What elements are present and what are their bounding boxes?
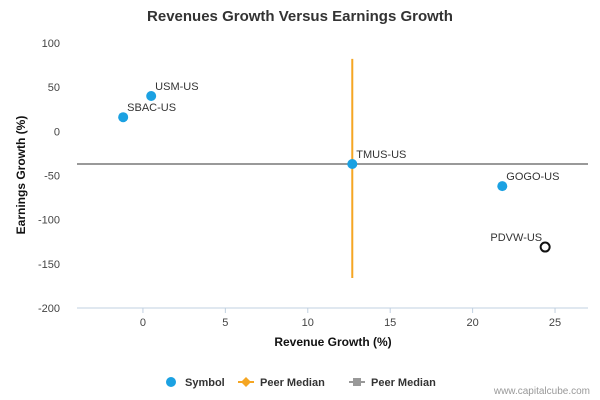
legend-label: Peer Median xyxy=(371,377,436,389)
legend-label: Symbol xyxy=(185,377,225,389)
x-tick-label: 15 xyxy=(384,317,396,329)
y-axis-label: Earnings Growth (%) xyxy=(14,116,28,235)
data-point-label: TMUS-US xyxy=(356,149,406,161)
data-point-label: GOGO-US xyxy=(506,171,559,183)
x-tick-label: 25 xyxy=(549,317,561,329)
legend-label: Peer Median xyxy=(260,377,325,389)
y-tick-label: -50 xyxy=(44,171,60,183)
y-tick-label: 100 xyxy=(42,38,60,50)
data-point xyxy=(146,91,157,101)
legend-marker-symbol xyxy=(166,377,176,387)
axes: 0 5 10 15 20 25 100 50 0 -50 -100 -150 -200 xyxy=(38,38,588,329)
x-tick-label: 5 xyxy=(222,317,228,329)
y-tick-label: -150 xyxy=(38,259,60,271)
data-point xyxy=(347,159,358,170)
x-tick-label: 20 xyxy=(466,317,478,329)
y-tick-label: -200 xyxy=(38,303,60,315)
data-point xyxy=(539,241,551,253)
data-point-label: SBAC-US xyxy=(127,102,176,114)
legend-marker-diamond xyxy=(241,377,251,387)
data-points: USM-US SBAC-US TMUS-US GOGO-US PDVW-US xyxy=(118,81,559,253)
data-point xyxy=(497,181,508,192)
legend: Symbol Peer Median Peer Median xyxy=(166,377,436,389)
legend-marker-square xyxy=(353,378,361,386)
y-tick-label: -100 xyxy=(38,215,60,227)
chart-title: Revenues Growth Versus Earnings Growth xyxy=(147,8,453,25)
data-point-label: PDVW-US xyxy=(490,232,542,244)
data-point xyxy=(118,112,129,123)
y-tick-label: 0 xyxy=(54,126,60,138)
x-axis-label: Revenue Growth (%) xyxy=(274,335,391,349)
x-tick-label: 0 xyxy=(140,317,146,329)
credit-text: www.capitalcube.com xyxy=(493,386,590,397)
data-point-label: USM-US xyxy=(155,81,198,93)
x-tick-label: 10 xyxy=(302,317,314,329)
y-tick-label: 50 xyxy=(48,82,60,94)
